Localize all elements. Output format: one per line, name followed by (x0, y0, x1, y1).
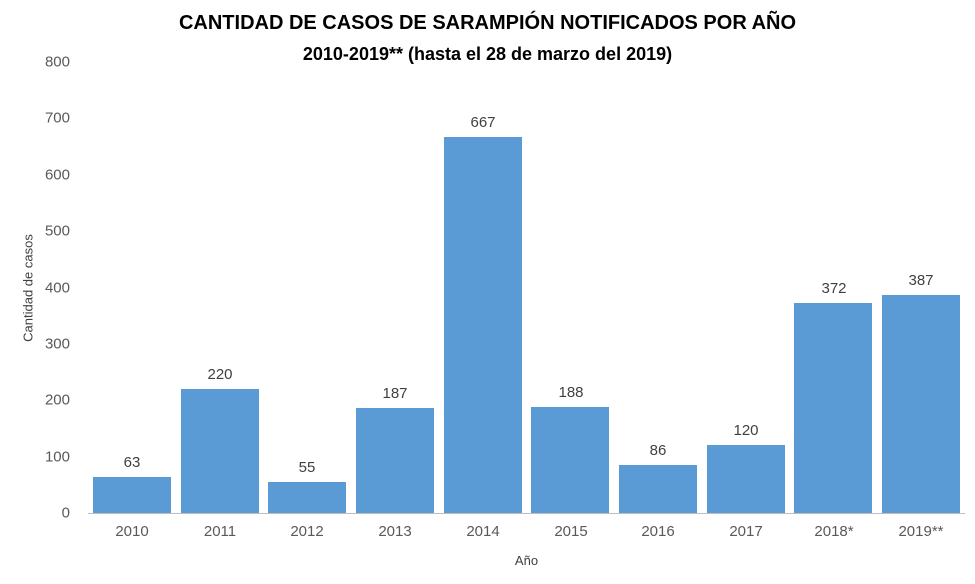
x-tick-label: 2014 (466, 523, 500, 540)
bar-value-label: 667 (470, 114, 496, 131)
chart-title: CANTIDAD DE CASOS DE SARAMPIÓN NOTIFICAD… (178, 12, 797, 34)
bar (882, 295, 960, 513)
y-axis: 0 100 200 300 400 500 600 700 800 (0, 54, 80, 522)
y-tick-label: 400 (44, 279, 70, 296)
y-tick-label: 700 (44, 109, 70, 127)
plot-area: 63 220 55 187 667 188 86 120 372 387 (88, 62, 965, 514)
bar (531, 407, 609, 513)
bar-value-label: 387 (908, 272, 934, 289)
bar (356, 408, 434, 513)
x-tick-label: 2017 (729, 523, 763, 540)
y-tick-label: 200 (44, 391, 70, 409)
bar (181, 389, 259, 513)
bar (619, 465, 697, 513)
y-tick-label: 500 (44, 222, 70, 240)
x-tick-label: 2016 (641, 523, 675, 540)
bar-value-label: 220 (207, 366, 233, 383)
bar-value-label: 372 (821, 280, 847, 297)
y-tick-label: 600 (44, 166, 70, 184)
x-tick-label: 2013 (378, 523, 412, 540)
bar-value-label: 63 (123, 454, 141, 471)
x-tick-label: 2010 (115, 523, 149, 540)
bar-value-label: 86 (649, 442, 667, 459)
bar-value-label: 55 (298, 459, 316, 476)
bar (707, 445, 785, 513)
y-tick-label: 100 (44, 448, 70, 466)
bar (93, 477, 171, 513)
bar (444, 137, 522, 513)
y-tick-label: 0 (61, 504, 70, 522)
x-tick-label: 2012 (290, 523, 324, 540)
bar-value-label: 187 (382, 385, 408, 402)
x-tick-label: 2011 (203, 523, 237, 540)
y-tick-label: 800 (44, 53, 70, 71)
bar-value-label: 188 (558, 384, 584, 401)
x-axis-title: Año (514, 553, 539, 568)
x-tick-label: 2018* (814, 523, 854, 540)
x-tick-label: 2015 (554, 523, 588, 540)
bar (794, 303, 872, 513)
y-tick-label: 300 (44, 335, 70, 353)
chart-subtitle: 2010-2019** (hasta el 28 de marzo del 20… (302, 44, 673, 64)
bar (268, 482, 346, 513)
x-axis: 2010 2011 2012 2013 2014 2015 2016 2017 2018* 201… (88, 521, 965, 543)
x-tick-label: 2019** (898, 523, 944, 540)
bar-value-label: 120 (733, 422, 759, 439)
